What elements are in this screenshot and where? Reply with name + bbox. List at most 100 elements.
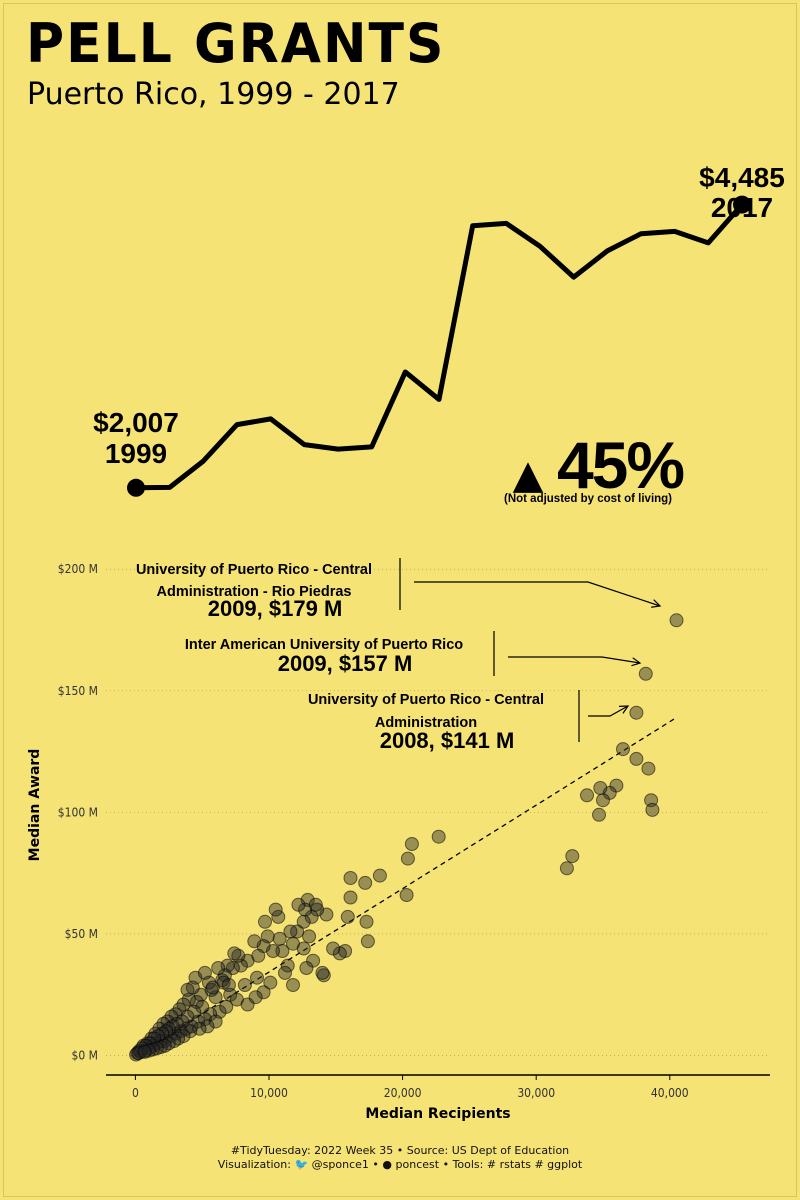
data-point bbox=[258, 914, 272, 929]
data-point bbox=[180, 1009, 195, 1024]
data-point bbox=[208, 1014, 223, 1029]
arrow-head-icon bbox=[651, 599, 662, 608]
data-point bbox=[247, 934, 262, 949]
data-point bbox=[316, 968, 331, 983]
data-point bbox=[580, 788, 594, 803]
data-point bbox=[372, 868, 387, 883]
data-point bbox=[296, 941, 311, 956]
caption-separator: • bbox=[442, 1158, 450, 1171]
annotation-name: Inter American University of Puerto Rico bbox=[185, 637, 463, 653]
data-point bbox=[169, 1016, 184, 1031]
data-point bbox=[256, 985, 271, 1000]
start-year-label: 1999 bbox=[105, 438, 167, 469]
data-point bbox=[340, 909, 355, 924]
x-tick-label: 0 bbox=[132, 1086, 139, 1100]
arrow-head-icon bbox=[619, 705, 630, 714]
data-point bbox=[211, 961, 226, 975]
tool-ggplot: ggplot bbox=[547, 1158, 583, 1171]
data-point bbox=[221, 978, 236, 992]
y-axis-title: Median Award bbox=[27, 749, 43, 862]
data-point bbox=[343, 890, 358, 905]
annotation-value: 2008, $141 M bbox=[380, 728, 515, 753]
up-triangle-icon: ▲ bbox=[513, 452, 544, 498]
data-point bbox=[137, 1044, 152, 1059]
data-point bbox=[310, 902, 325, 917]
percent-change: 45% bbox=[557, 428, 683, 502]
data-point bbox=[399, 888, 414, 902]
hashtag-icon: # bbox=[534, 1158, 544, 1171]
page-title: PELL GRANTS bbox=[26, 12, 446, 76]
data-point bbox=[315, 965, 330, 980]
x-tick-label: 40,000 bbox=[651, 1086, 689, 1100]
annotation-arrow bbox=[588, 705, 629, 717]
end-year-label: 2017 bbox=[711, 192, 773, 223]
data-point bbox=[237, 978, 252, 992]
annotation: University of Puerto Rico - Central Admin… bbox=[136, 558, 662, 621]
data-point bbox=[291, 897, 306, 912]
data-point bbox=[227, 946, 242, 961]
data-point bbox=[641, 761, 656, 776]
data-point bbox=[197, 965, 212, 980]
caption-separator: • bbox=[372, 1158, 379, 1171]
page-subtitle: Puerto Rico, 1999 - 2017 bbox=[27, 77, 400, 112]
twitter-icon: 🐦 bbox=[294, 1158, 309, 1171]
data-point bbox=[593, 781, 608, 795]
data-point bbox=[251, 948, 266, 963]
data-point bbox=[343, 871, 358, 885]
data-point bbox=[263, 975, 278, 990]
percent-change-note: (Not adjusted by cost of living) bbox=[504, 493, 672, 505]
y-tick-label: $50 M bbox=[65, 927, 98, 941]
x-tick-label: 20,000 bbox=[384, 1086, 422, 1100]
tool-rstats: rstats bbox=[499, 1158, 531, 1171]
y-tick-label: $150 M bbox=[58, 684, 98, 698]
data-point bbox=[616, 742, 630, 757]
annotation-name: Administration - Rio Piedras bbox=[157, 584, 352, 600]
annotation-name: University of Puerto Rico - Central bbox=[136, 562, 372, 578]
data-point bbox=[200, 1019, 215, 1034]
data-point bbox=[161, 1036, 176, 1051]
tools-label: Tools: bbox=[452, 1158, 484, 1171]
data-point bbox=[219, 999, 234, 1014]
data-point bbox=[272, 931, 287, 946]
caption: #TidyTuesday: 2022 Week 35 • Source: US … bbox=[0, 1144, 800, 1172]
data-point bbox=[271, 909, 286, 924]
start-value-label: $2,007 bbox=[93, 407, 179, 438]
annotation: Inter American University of Puerto Rico… bbox=[185, 631, 642, 676]
data-point bbox=[299, 961, 314, 975]
data-point bbox=[268, 902, 283, 917]
data-point bbox=[231, 948, 246, 963]
line-chart: $2,007 1999 $4,485 2017 ▲ 45% (Not adjus… bbox=[93, 162, 785, 505]
data-point bbox=[280, 958, 295, 973]
end-value-label: $4,485 bbox=[699, 162, 785, 193]
data-point bbox=[629, 751, 644, 766]
data-point bbox=[404, 837, 419, 851]
caption-line-2: Visualization: 🐦 @sponce1 • ● poncest • … bbox=[0, 1158, 800, 1172]
annotation-name: Administration bbox=[375, 715, 477, 731]
caption-line-1: #TidyTuesday: 2022 Week 35 • Source: US … bbox=[230, 1144, 570, 1157]
data-point bbox=[180, 982, 195, 997]
github-icon: ● bbox=[382, 1158, 393, 1171]
data-point bbox=[296, 914, 311, 929]
data-point bbox=[669, 613, 684, 628]
data-point bbox=[195, 999, 210, 1014]
data-point bbox=[400, 851, 415, 866]
start-point bbox=[127, 478, 145, 497]
data-point bbox=[302, 929, 317, 944]
fit-trend-line bbox=[135, 716, 677, 1057]
y-tick-label: $0 M bbox=[72, 1049, 98, 1063]
x-axis-title: Median Recipients bbox=[365, 1106, 510, 1122]
annotation: University of Puerto Rico - Central Admin… bbox=[308, 690, 630, 753]
data-point bbox=[431, 829, 446, 844]
data-point bbox=[360, 934, 375, 949]
data-point bbox=[278, 965, 292, 980]
data-point bbox=[326, 941, 341, 956]
data-point bbox=[596, 793, 610, 808]
annotation-arrow bbox=[508, 656, 641, 664]
github-handle: poncest bbox=[395, 1158, 440, 1171]
data-point bbox=[565, 849, 580, 864]
data-point bbox=[248, 990, 263, 1005]
data-point bbox=[645, 802, 660, 817]
award-trend-line bbox=[133, 202, 745, 491]
annotation-arrow bbox=[414, 581, 661, 607]
data-point bbox=[638, 666, 653, 681]
